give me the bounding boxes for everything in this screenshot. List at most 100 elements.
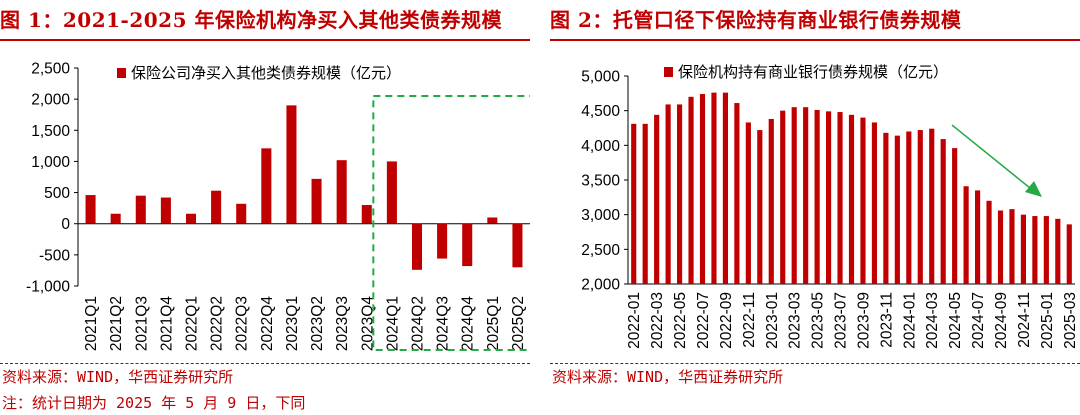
- bar: [286, 105, 297, 224]
- bar: [261, 148, 272, 224]
- bar: [837, 112, 843, 284]
- y-tick-label: 2,000: [581, 277, 620, 294]
- figure-2-title: 图 2：托管口径下保险持有商业银行债券规模: [550, 8, 962, 32]
- bar: [336, 160, 347, 224]
- bar: [894, 135, 900, 284]
- y-tick-label: 2,500: [581, 242, 620, 259]
- x-tick-label: 2022-03: [649, 292, 666, 349]
- x-tick-label: 2023Q2: [309, 296, 326, 351]
- bar: [883, 132, 889, 284]
- bar: [848, 114, 855, 285]
- x-tick-label: 2021Q4: [158, 296, 175, 352]
- bar: [160, 197, 171, 224]
- bar: [997, 210, 1004, 284]
- x-tick-label: 2021Q2: [108, 296, 125, 351]
- x-tick-label: 2024-05: [947, 292, 964, 349]
- x-tick-label: 2022-05: [672, 292, 689, 349]
- bar: [803, 107, 809, 284]
- x-tick-label: 2022Q4: [259, 296, 276, 352]
- x-tick-label: 2021Q1: [83, 296, 100, 351]
- figure-1-note: 注：统计日期为 2025 年 5 月 9 日，下同: [2, 394, 306, 412]
- x-tick-label: 2023-05: [810, 292, 827, 349]
- y-tick-label: 3,500: [581, 173, 620, 190]
- x-tick-label: 2023Q4: [359, 296, 376, 352]
- x-tick-label: 2024-09: [993, 292, 1010, 349]
- y-tick-label: -500: [39, 247, 70, 264]
- bar: [963, 186, 969, 284]
- x-tick-label: 2023Q1: [284, 296, 301, 351]
- y-tick-label: 1,500: [31, 123, 70, 140]
- bar: [974, 190, 981, 284]
- bar: [734, 103, 740, 284]
- y-tick-label: 4,000: [581, 138, 620, 155]
- highlight-box: [372, 95, 530, 351]
- bar: [757, 130, 763, 284]
- bar: [85, 195, 96, 224]
- bar: [825, 111, 832, 284]
- x-tick-label: 2024-01: [901, 292, 918, 349]
- bar: [917, 130, 923, 284]
- bar: [929, 128, 935, 284]
- y-tick-label: 2,000: [31, 92, 70, 109]
- bar: [1009, 209, 1015, 284]
- bar: [1032, 216, 1038, 284]
- figure-2-footer-rule: [550, 363, 1080, 364]
- bar: [986, 200, 992, 284]
- bar: [654, 114, 660, 285]
- bar: [665, 104, 671, 284]
- x-tick-label: 2024-07: [970, 292, 987, 349]
- bar: [711, 92, 717, 284]
- x-tick-label: 2022-07: [695, 292, 712, 349]
- bar: [952, 148, 958, 284]
- bar: [768, 118, 774, 284]
- bar: [631, 123, 637, 284]
- bar: [487, 217, 498, 224]
- x-tick-label: 2025-03: [1062, 292, 1079, 349]
- bar: [236, 203, 247, 224]
- legend-label: 保险机构持有商业银行债券规模（亿元）: [678, 64, 948, 81]
- x-tick-label: 2023-07: [833, 292, 850, 349]
- y-tick-label: 0: [61, 216, 70, 233]
- x-tick-label: 2025-01: [1039, 292, 1056, 349]
- x-tick-label: 2024-03: [924, 292, 941, 349]
- bar: [512, 223, 523, 268]
- bar: [386, 161, 397, 224]
- bar: [361, 205, 372, 224]
- bar: [780, 110, 786, 285]
- bar: [411, 223, 423, 270]
- x-tick-label: 2024Q2: [410, 296, 427, 351]
- legend-swatch: [664, 67, 673, 77]
- bar: [814, 109, 820, 285]
- bar: [722, 92, 729, 284]
- y-tick-label: 500: [44, 185, 70, 202]
- figure-1-source: 资料来源：WIND，华西证券研究所: [2, 368, 234, 386]
- y-tick-label: 4,500: [581, 103, 620, 120]
- bar: [940, 139, 946, 284]
- x-tick-label: 2023Q3: [334, 296, 351, 351]
- y-tick-label: 2,500: [31, 61, 70, 78]
- x-tick-label: 2022Q3: [234, 296, 251, 351]
- bar: [1020, 214, 1027, 284]
- bar: [642, 123, 648, 284]
- bar: [311, 178, 322, 224]
- bar: [699, 94, 706, 284]
- x-tick-label: 2024Q3: [435, 296, 452, 351]
- chart-2-bank-bond-holdings: 2,000 2,500 3,000 3,500 4,000 4,500 5,000 2022-…: [581, 64, 1079, 349]
- trend-arrow-line: [951, 124, 1031, 189]
- bar: [462, 223, 473, 267]
- bar: [135, 195, 146, 224]
- x-tick-label: 2023-03: [787, 292, 804, 349]
- bar: [860, 117, 866, 284]
- x-tick-label: 2025Q1: [485, 296, 502, 351]
- bar: [745, 122, 751, 284]
- chart-1-net-buy-bonds: -1,000 -500 0 500 1,000 1,500 2,000 2,500 2021Q1…: [26, 61, 530, 352]
- bar: [211, 190, 222, 224]
- x-tick-label: 2023-11: [878, 292, 895, 348]
- figure-2-source: 资料来源：WIND，华西证券研究所: [552, 368, 784, 386]
- bar: [791, 107, 797, 284]
- bar: [688, 96, 694, 284]
- x-tick-label: 2025Q2: [510, 296, 527, 351]
- bar: [1066, 224, 1072, 284]
- bar: [676, 104, 683, 284]
- x-tick-label: 2024Q4: [460, 296, 477, 352]
